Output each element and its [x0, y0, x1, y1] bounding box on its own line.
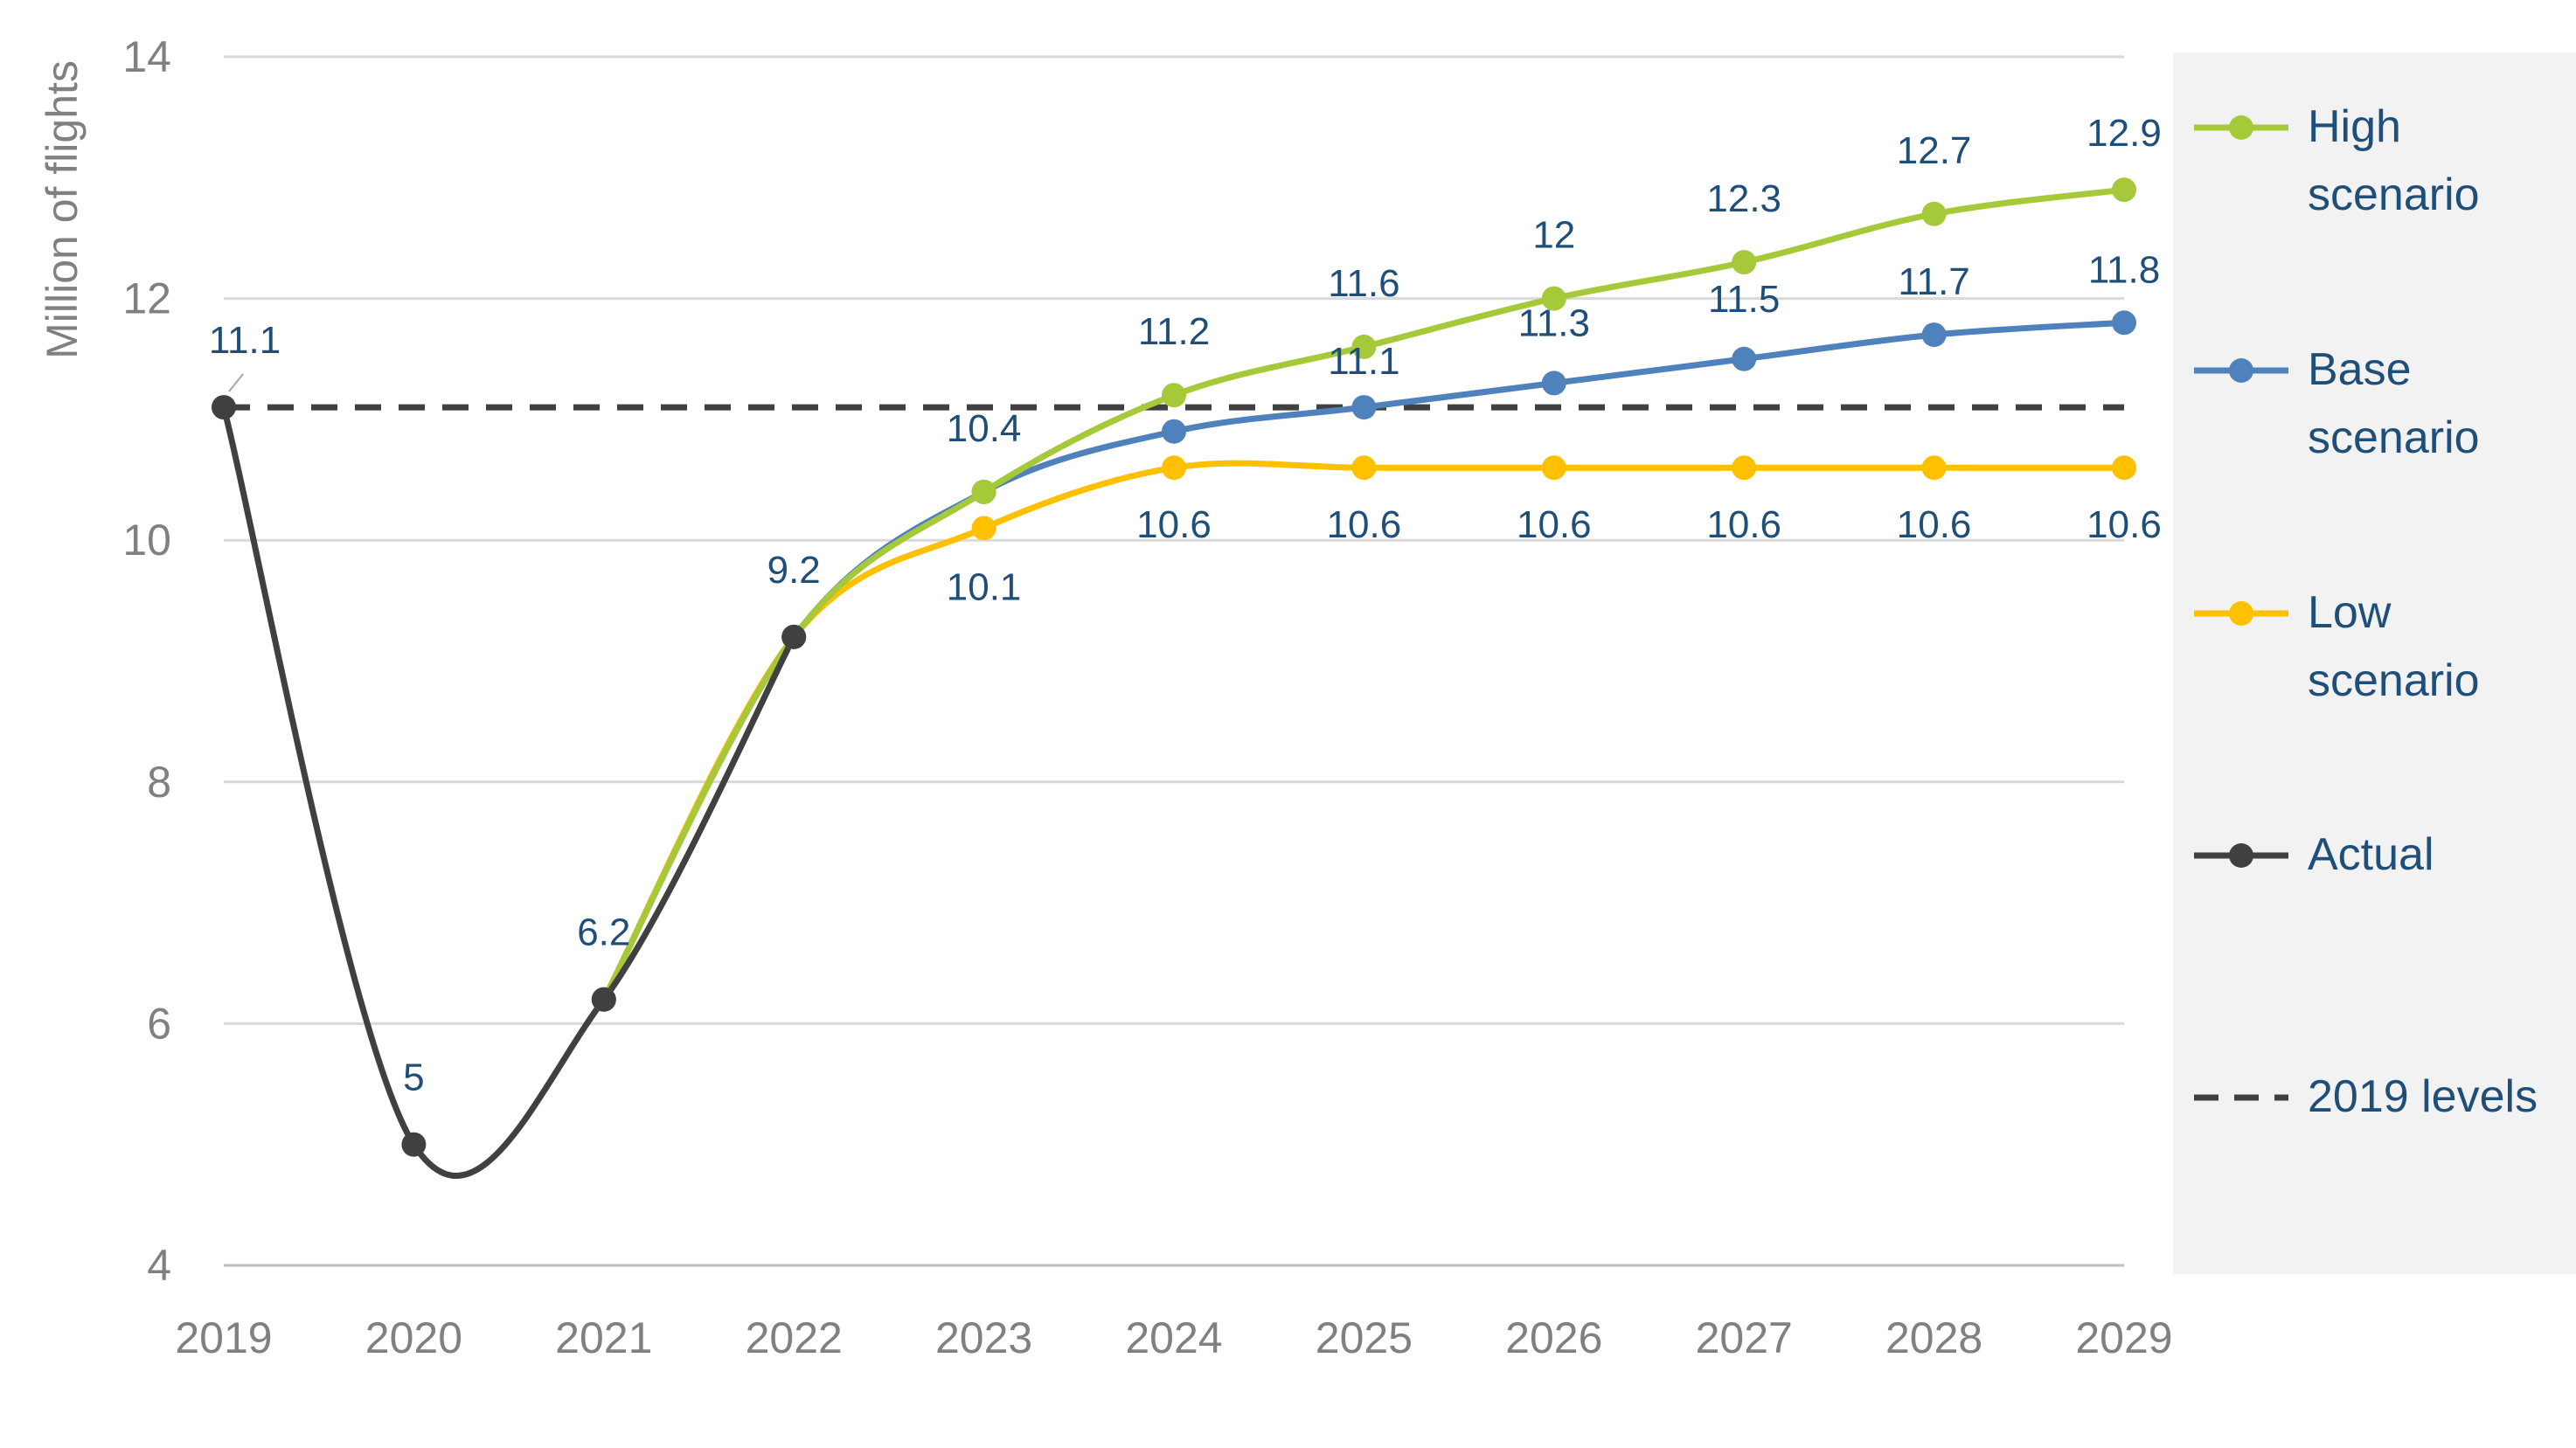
marker-base-scenario-2025: [1351, 395, 1377, 420]
legend-label-high-scenario: High: [2308, 101, 2401, 152]
legend-swatch-marker-high-scenario: [2229, 115, 2253, 140]
x-tick-label-2025: 2025: [1316, 1313, 1413, 1362]
legend-background: [2173, 52, 2576, 1274]
y-axis-ticks: 4 6 8 10 12 14: [122, 32, 171, 1290]
marker-low-scenario-2025: [1351, 455, 1377, 481]
marker-high-scenario-2024: [1162, 383, 1186, 408]
data-label-high-scenario-2024: 11.2: [1138, 310, 1210, 353]
marker-high-scenario-2028: [1921, 201, 1947, 226]
marker-actual-2022: [781, 624, 807, 649]
series-line-high-scenario: [601, 186, 2128, 1003]
legend-label-high-scenario-line2: scenario: [2308, 170, 2480, 220]
y-tick-label-14: 14: [122, 32, 171, 81]
x-axis-ticks: 2019 2020 2021 2022 2023 2024 2025 2026 2027 2028…: [175, 1313, 2172, 1362]
y-tick-label-10: 10: [122, 516, 171, 565]
x-tick-label-2029: 2029: [2075, 1313, 2172, 1362]
legend-swatch-marker-base-scenario: [2229, 358, 2253, 383]
data-label-high-scenario-2025: 11.6: [1328, 262, 1399, 305]
y-tick-label-8: 8: [147, 758, 171, 807]
data-label-low-scenario-2026: 10.6: [1517, 503, 1592, 546]
y-tick-label-12: 12: [122, 274, 171, 323]
marker-actual-2019: [212, 395, 236, 420]
marker-base-scenario-2026: [1541, 371, 1566, 396]
marker-low-scenario-2026: [1541, 455, 1566, 481]
x-tick-label-2024: 2024: [1125, 1313, 1222, 1362]
series-markers: [212, 177, 2136, 1157]
x-tick-label-2028: 2028: [1885, 1313, 1982, 1362]
data-label-high-scenario-2029: 12.9: [2086, 112, 2162, 155]
marker-base-scenario-2027: [1732, 346, 1757, 371]
marker-low-scenario-2027: [1732, 455, 1757, 481]
y-axis-label: Million of flights: [38, 60, 87, 359]
data-label-high-scenario-2028: 12.7: [1897, 129, 1972, 172]
y-tick-label-6: 6: [147, 999, 171, 1048]
marker-high-scenario-2027: [1732, 250, 1757, 275]
data-label-low-scenario-2027: 10.6: [1706, 503, 1781, 546]
data-label-base-scenario-2025: 11.1: [1328, 340, 1399, 383]
marker-base-scenario-2028: [1921, 322, 1947, 348]
data-label-low-scenario-2023: 10.1: [947, 565, 1022, 608]
data-label-base-scenario-2027: 11.5: [1708, 278, 1780, 321]
legend-label-actual: Actual: [2308, 829, 2434, 880]
legend-label-low-scenario: Low: [2308, 587, 2392, 638]
marker-high-scenario-2025: [1351, 334, 1377, 359]
x-tick-label-2019: 2019: [175, 1313, 272, 1362]
data-label-low-scenario-2028: 10.6: [1897, 503, 1972, 546]
gridlines: [224, 55, 2124, 1025]
series-line-base-scenario: [601, 319, 2128, 1003]
marker-base-scenario-2024: [1162, 419, 1186, 444]
marker-high-scenario-2023: [971, 479, 996, 504]
data-label-base-scenario-2026: 11.3: [1518, 301, 1590, 344]
leader-line-2019: [228, 373, 244, 392]
x-tick-label-2027: 2027: [1696, 1313, 1793, 1362]
series-line-actual: [220, 404, 797, 1179]
x-tick-label-2021: 2021: [555, 1313, 652, 1362]
data-labels: 10.1 10.6 10.6 10.6 10.6 10.6 10.6 10.4 11.1 11.3…: [209, 112, 2162, 1099]
legend-swatch-marker-low-scenario: [2229, 601, 2253, 626]
marker-low-scenario-2023: [971, 516, 996, 541]
legend-label-base-scenario: Base: [2308, 344, 2412, 395]
x-tick-label-2023: 2023: [935, 1313, 1032, 1362]
marker-low-scenario-2028: [1921, 455, 1947, 481]
legend-label-2019-levels: 2019 levels: [2308, 1071, 2538, 1122]
x-tick-label-2020: 2020: [365, 1313, 462, 1362]
data-label-base-scenario-2029: 11.8: [2088, 248, 2160, 291]
x-tick-label-2026: 2026: [1505, 1313, 1602, 1362]
data-label-low-scenario-2024: 10.6: [1136, 503, 1212, 546]
marker-actual-2020: [401, 1132, 427, 1157]
data-label-actual-2019: 11.1: [209, 319, 281, 362]
marker-low-scenario-2029: [2112, 455, 2136, 481]
marker-high-scenario-2026: [1541, 286, 1566, 311]
data-label-actual-2022: 9.2: [767, 549, 821, 592]
legend: High scenario Base scenario Low scenario Actua…: [2194, 101, 2538, 1122]
legend-label-base-scenario-line2: scenario: [2308, 412, 2480, 463]
data-label-actual-2021: 6.2: [577, 911, 630, 954]
data-label-low-scenario-2025: 10.6: [1327, 503, 1402, 546]
x-tick-label-2022: 2022: [746, 1313, 843, 1362]
data-label-base-scenario-2023: 10.4: [947, 407, 1022, 450]
legend-label-low-scenario-line2: scenario: [2308, 655, 2480, 706]
data-label-actual-2020: 5: [403, 1057, 424, 1099]
marker-actual-2021: [591, 987, 616, 1012]
marker-high-scenario-2029: [2112, 177, 2136, 203]
legend-swatch-marker-actual: [2229, 843, 2253, 868]
marker-base-scenario-2029: [2112, 310, 2136, 336]
y-tick-label-4: 4: [147, 1241, 171, 1290]
data-label-low-scenario-2029: 10.6: [2086, 503, 2162, 546]
data-label-high-scenario-2026: 12: [1532, 214, 1575, 257]
data-label-high-scenario-2027: 12.3: [1706, 177, 1781, 220]
marker-low-scenario-2024: [1162, 455, 1186, 481]
data-label-base-scenario-2028: 11.7: [1898, 260, 1969, 303]
